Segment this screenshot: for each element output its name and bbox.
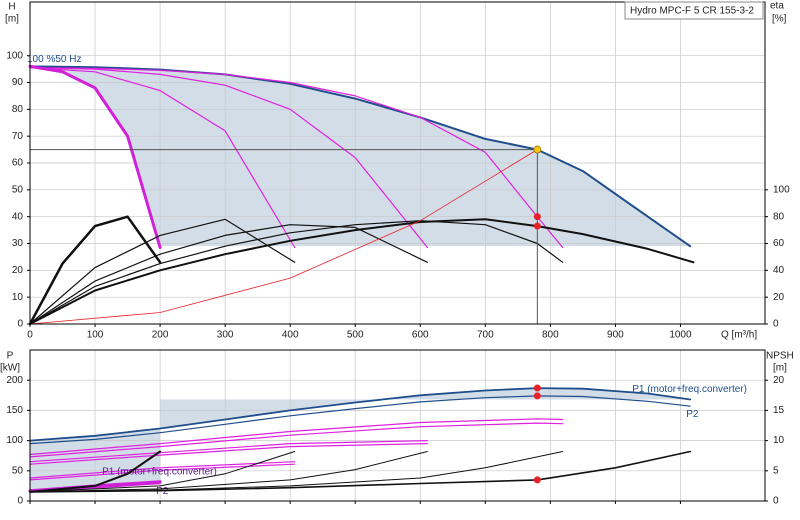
curve-label: 100 %50 Hz — [27, 54, 81, 65]
x-tick-label: 600 — [412, 330, 429, 341]
y2-tick-label: 100 — [773, 184, 790, 195]
curve-label: P1 (motor+freq.converter) — [632, 384, 747, 395]
y2-tick-label: 20 — [773, 375, 785, 386]
curve — [29, 451, 296, 493]
y-tick-label: 10 — [12, 292, 24, 303]
y-tick-label: 0 — [17, 496, 23, 507]
curve — [29, 440, 428, 463]
duty-point — [533, 145, 542, 154]
curve — [29, 220, 564, 325]
curve — [29, 418, 564, 456]
curve — [29, 65, 692, 248]
curve-label: P2 — [156, 486, 169, 497]
y-tick-label: 60 — [12, 158, 24, 169]
x-tick-label: 0 — [27, 330, 33, 341]
y-tick-label: 50 — [12, 465, 24, 476]
plot-frame — [29, 349, 766, 502]
y2-axis-label: eta — [770, 1, 784, 12]
curve-label: P2 — [686, 409, 699, 420]
x-tick-label: 1000 — [669, 330, 692, 341]
y2-tick-label: 5 — [773, 465, 779, 476]
y-tick-label: 100 — [6, 435, 23, 446]
y-axis-label: H — [8, 2, 15, 13]
curve — [29, 218, 296, 325]
y-tick-label: 30 — [12, 238, 24, 249]
y2-axis-unit: [m] — [773, 363, 787, 374]
chart-title: Hydro MPC-F 5 CR 155-3-2 — [630, 6, 754, 17]
x-tick-label: 300 — [217, 330, 234, 341]
y-tick-label: 90 — [12, 77, 24, 88]
curve — [29, 218, 695, 325]
curve — [28, 64, 162, 249]
curve — [29, 395, 691, 445]
x-tick-label: 700 — [477, 330, 494, 341]
curve — [29, 422, 564, 458]
title-box — [624, 1, 764, 20]
x-tick-label: 400 — [282, 330, 299, 341]
curve — [29, 461, 296, 479]
y-axis-unit: [m] — [5, 14, 19, 25]
y2-tick-label: 10 — [773, 435, 785, 446]
y2-tick-label: 60 — [773, 238, 785, 249]
x-tick-label: 500 — [347, 330, 364, 341]
y2-tick-label: 40 — [773, 265, 785, 276]
operating-range — [30, 388, 691, 491]
y-tick-label: 40 — [12, 211, 24, 222]
y-tick-label: 50 — [12, 184, 24, 195]
curve — [29, 450, 162, 493]
duty-point — [533, 384, 541, 392]
y-tick-label: 150 — [6, 405, 23, 416]
curve — [29, 67, 296, 249]
curve — [29, 451, 564, 493]
curve — [29, 67, 428, 249]
y-tick-label: 0 — [17, 319, 23, 330]
duty-point — [533, 213, 541, 221]
curve — [29, 67, 564, 249]
y2-tick-label: 20 — [773, 292, 785, 303]
y2-axis-unit: [%] — [772, 14, 787, 25]
y2-tick-label: 0 — [773, 496, 779, 507]
curve — [29, 149, 538, 325]
curve — [29, 451, 428, 493]
curve — [29, 224, 428, 325]
duty-point — [533, 222, 541, 230]
plot-frame — [29, 1, 766, 325]
y-tick-label: 20 — [12, 265, 24, 276]
x-tick-label: 200 — [152, 330, 169, 341]
y2-tick-label: 15 — [773, 405, 785, 416]
curve — [28, 215, 162, 326]
plots: 0 100 200 300 400 500 600 700 800 900 100001020304… — [0, 1, 794, 507]
y-tick-label: 80 — [12, 104, 24, 115]
curve — [29, 443, 428, 465]
y-tick-label: 200 — [6, 375, 23, 386]
y-tick-label: 100 — [6, 50, 23, 61]
x-tick-label: 800 — [542, 330, 559, 341]
x-tick-label: 100 — [87, 330, 104, 341]
duty-point — [533, 392, 541, 400]
y-tick-label: 70 — [12, 131, 24, 142]
y-axis-label: P — [7, 351, 14, 362]
curve — [29, 450, 692, 493]
curve — [29, 387, 692, 442]
x-tick-label: 900 — [607, 330, 624, 341]
curve-label: P1 (motor+freq.converter) — [102, 466, 217, 477]
y2-tick-label: 0 — [773, 319, 779, 330]
duty-point — [533, 476, 541, 484]
y2-tick-label: 80 — [773, 211, 785, 222]
y2-axis-label: NPSH — [766, 351, 794, 362]
y-axis-unit: [kW] — [0, 363, 20, 374]
x-axis-label: Q [m³/h] — [721, 330, 757, 341]
